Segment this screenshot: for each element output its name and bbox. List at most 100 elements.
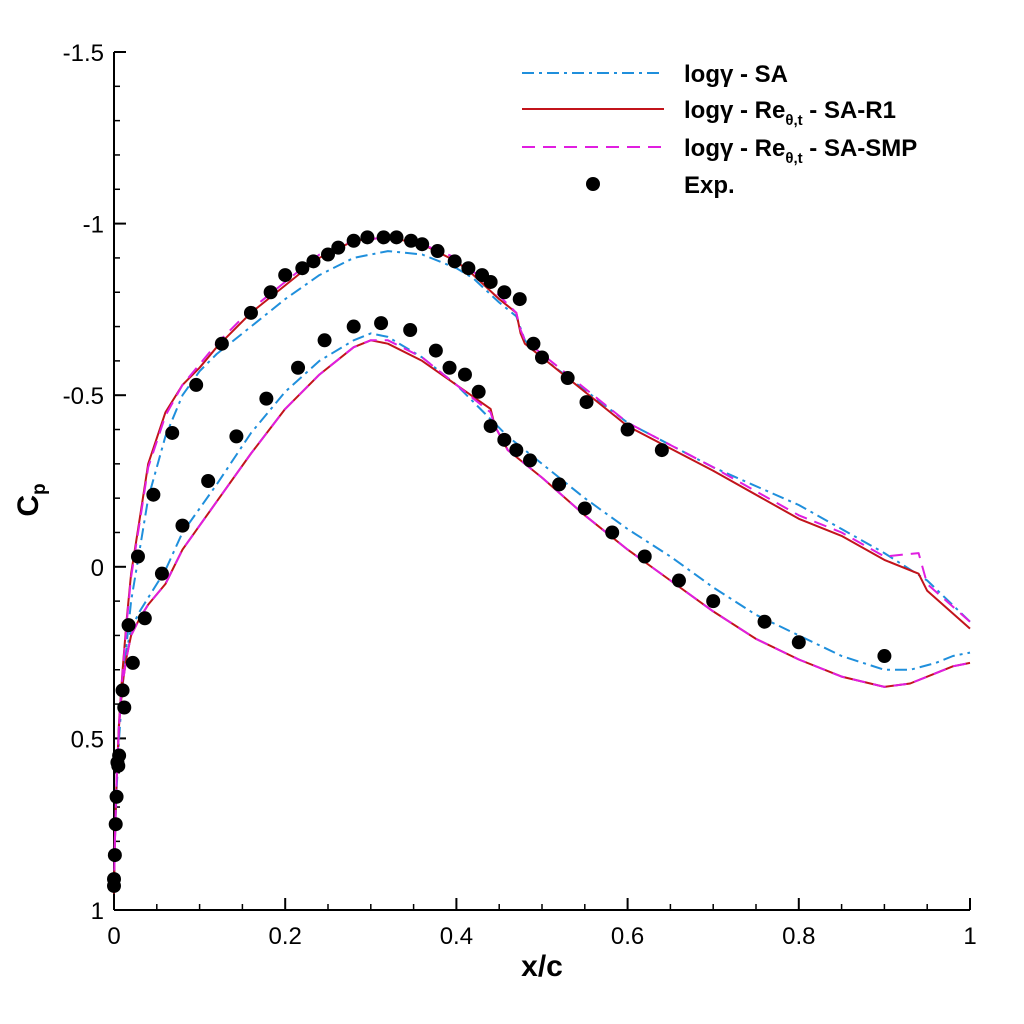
exp-data-point [346, 233, 361, 248]
exp-data-point [346, 319, 361, 334]
x-tick-label: 0.6 [611, 923, 644, 950]
legend-label-text: logγ - Re [684, 97, 785, 124]
exp-data-point [109, 789, 124, 804]
exp-data-point [442, 360, 457, 375]
legend-label: logγ - Reθ,t - SA-SMP [684, 135, 917, 167]
exp-data-point [214, 336, 229, 351]
legend-label: Exp. [684, 172, 735, 199]
exp-data-point [107, 872, 121, 887]
exp-data-point [115, 683, 130, 698]
legend-label-suffix: - SA-R1 [803, 97, 896, 124]
exp-markers [107, 230, 892, 893]
exp-data-point [428, 343, 443, 358]
y-tick-label: 1 [91, 898, 104, 925]
exp-data-point [306, 254, 321, 269]
exp-data-point [620, 422, 635, 437]
exp-data-point [523, 453, 538, 468]
exp-data-point [791, 635, 806, 650]
exp-data-point [374, 316, 389, 331]
exp-data-point [654, 443, 669, 458]
exp-data-point [605, 525, 620, 540]
exp-data-point [108, 817, 123, 832]
exp-data-point [461, 261, 476, 276]
y-axis-title-main: C [12, 495, 45, 517]
exp-data-point [137, 611, 152, 626]
exp-data-point [497, 432, 512, 447]
exp-data-point [291, 360, 306, 375]
x-tick-label: 0.8 [782, 923, 815, 950]
y-tick-label: -0.5 [63, 383, 104, 410]
exp-data-point [404, 233, 419, 248]
exp-data-point [295, 261, 310, 276]
x-tick-label: 0.4 [440, 923, 473, 950]
exp-data-point [512, 292, 527, 307]
exp-data-point [457, 367, 472, 382]
exp-data-point [321, 247, 335, 262]
exp-data-point [154, 566, 169, 581]
exp-data-point [229, 429, 244, 444]
exp-data-point [497, 285, 512, 300]
exp-data-point [471, 384, 486, 399]
exp-data-point [201, 474, 216, 488]
exp-data-point [189, 377, 204, 392]
legend-label-suffix: - SA-SMP [803, 135, 918, 162]
x-tick-label: 1 [963, 923, 976, 950]
y-axis-title-subscript: p [29, 483, 50, 495]
exp-data-point [117, 700, 132, 715]
exp-data-point [331, 240, 346, 255]
exp-data-point [577, 501, 592, 516]
exp-data-point [259, 391, 274, 406]
axes: 0 0.2 0.4 0.6 0.8 1 -1.5 -1 -0.5 0 0.5 1 x/c Cp [12, 40, 977, 983]
exp-data-point [317, 333, 332, 348]
exp-data-point [107, 848, 122, 863]
legend-label-subscript: θ,t [785, 150, 802, 167]
exp-data-point [483, 419, 498, 434]
exp-data-point [430, 244, 445, 259]
exp-data-point [671, 573, 686, 588]
exp-data-point [447, 254, 462, 269]
exp-data-point [389, 230, 404, 245]
exp-data-point [509, 443, 524, 458]
legend-label: logγ - SA [684, 61, 788, 88]
exp-data-point [526, 336, 541, 351]
exp-data-point [415, 237, 430, 252]
legend-label-text: Exp. [684, 172, 735, 199]
exp-data-point [360, 230, 375, 245]
legend-marker [586, 177, 600, 191]
exp-data-point [560, 371, 575, 386]
y-tick-label: -1.5 [63, 40, 104, 67]
exp-data-point [175, 518, 190, 533]
exp-data-point [125, 655, 140, 670]
legend-label-text: logγ - Re [684, 135, 785, 162]
exp-data-point [637, 549, 652, 564]
exp-data-point [112, 748, 127, 763]
x-tick-label: 0 [107, 923, 120, 950]
legend-entry-sa: logγ - SA [522, 61, 788, 88]
y-tick-label: -1 [83, 212, 104, 239]
legend-entry-exp: Exp. [586, 172, 735, 199]
legend-label: logγ - Reθ,t - SA-R1 [684, 97, 896, 129]
exp-data-point [121, 618, 136, 633]
exp-data-point [483, 274, 498, 289]
exp-data-point [376, 230, 391, 245]
exp-data-point [263, 285, 278, 300]
exp-data-point [579, 395, 594, 410]
exp-data-point [130, 549, 145, 564]
exp-data-point [552, 477, 567, 492]
exp-data-point [278, 268, 293, 283]
exp-data-point [165, 425, 180, 440]
legend-label-subscript: θ,t [785, 112, 802, 129]
legend-entry-r1: logγ - Reθ,t - SA-R1 [522, 97, 896, 129]
exp-data-point [877, 649, 892, 664]
y-axis-title: Cp [12, 483, 50, 516]
exp-data-point [403, 322, 418, 337]
x-tick-label: 0.2 [269, 923, 302, 950]
exp-data-point [243, 305, 258, 320]
series-line-sa-smp [113, 236, 971, 894]
exp-data-point [535, 350, 549, 365]
exp-data-point [146, 487, 161, 502]
exp-data-point [111, 758, 126, 773]
